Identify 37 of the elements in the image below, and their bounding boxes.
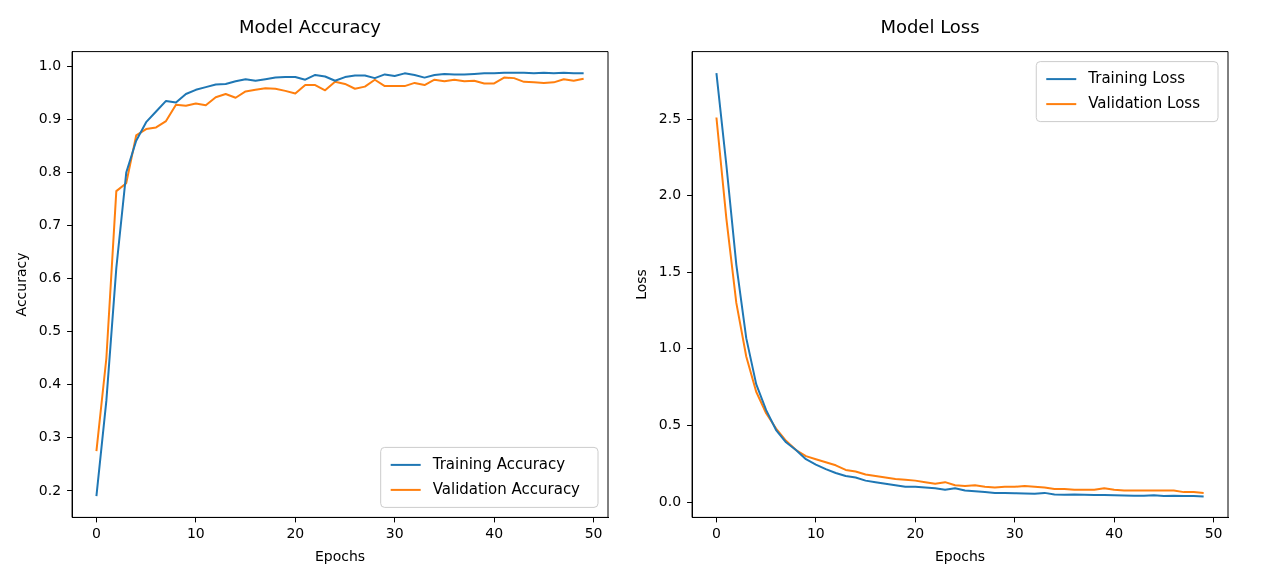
legend-label: Training Loss — [1087, 68, 1186, 87]
legend-label: Validation Accuracy — [432, 479, 581, 498]
x-tick-label: 50 — [1204, 525, 1223, 542]
y-tick-label: 2.0 — [658, 186, 682, 203]
y-tick-label: 0.0 — [658, 492, 682, 509]
y-tick-label: 1.0 — [38, 57, 62, 74]
y-tick-label: 0.3 — [38, 428, 62, 445]
x-tick-label: 10 — [806, 525, 825, 542]
y-axis-title: Accuracy — [13, 252, 30, 317]
x-tick-label: 20 — [906, 525, 925, 542]
x-axis-title: Epochs — [314, 548, 366, 565]
chart-title: Model Loss — [880, 16, 980, 38]
x-tick-label: 10 — [186, 525, 205, 542]
x-tick-label: 40 — [485, 525, 504, 542]
y-tick-label: 0.7 — [38, 216, 62, 233]
y-tick-label: 0.6 — [38, 269, 62, 286]
y-tick-label: 0.2 — [38, 481, 62, 498]
y-tick-label: 1.0 — [658, 339, 682, 356]
x-axis-title: Epochs — [934, 548, 986, 565]
x-tick-label: 50 — [584, 525, 603, 542]
y-tick-label: 1.5 — [658, 262, 682, 279]
legend-label: Training Accuracy — [431, 454, 566, 473]
x-tick-label: 20 — [286, 525, 305, 542]
y-tick-label: 0.8 — [38, 163, 62, 180]
y-tick-label: 0.4 — [38, 375, 62, 392]
x-tick-label: 40 — [1105, 525, 1124, 542]
x-tick-label: 30 — [1005, 525, 1024, 542]
legend-label: Validation Loss — [1088, 93, 1201, 112]
y-tick-label: 0.5 — [38, 322, 62, 339]
y-tick-label: 2.5 — [658, 109, 682, 126]
y-tick-label: 0.5 — [658, 416, 682, 433]
x-tick-label: 0 — [711, 525, 721, 542]
x-tick-label: 30 — [385, 525, 404, 542]
chart-title: Model Accuracy — [239, 16, 382, 38]
y-tick-label: 0.9 — [38, 110, 62, 127]
y-axis-title: Loss — [633, 269, 650, 300]
x-tick-label: 0 — [91, 525, 101, 542]
